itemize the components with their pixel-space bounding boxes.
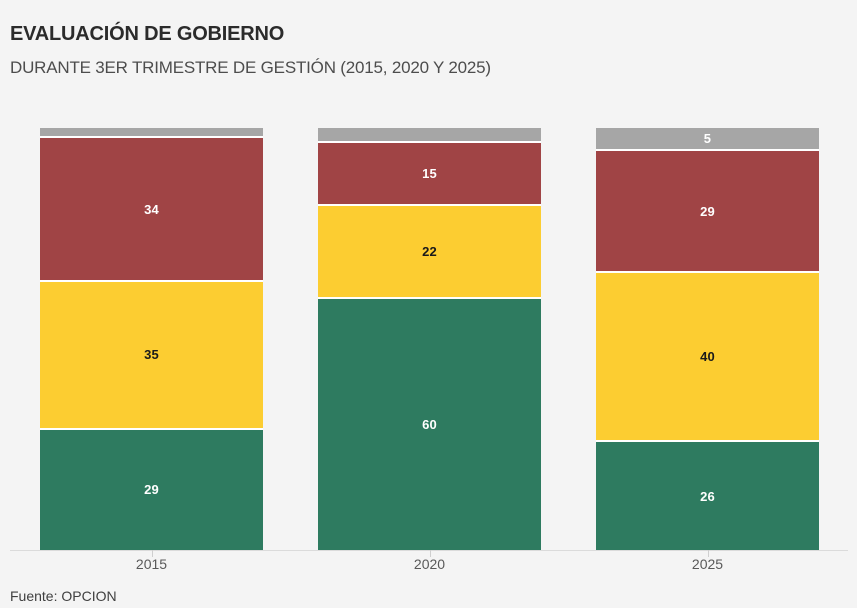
chart-page: EVALUACIÓN DE GOBIERNO DURANTE 3ER TRIME… bbox=[0, 23, 857, 608]
segment-value-label: 22 bbox=[422, 243, 437, 259]
segment-yellow-2025: 40 bbox=[596, 271, 819, 441]
segment-value-label: 29 bbox=[700, 203, 715, 219]
segment-value-label: 5 bbox=[703, 131, 712, 147]
segment-value-label: 60 bbox=[422, 416, 437, 432]
segment-red-2020: 15 bbox=[318, 140, 541, 204]
chart-subtitle: DURANTE 3ER TRIMESTRE DE GESTIÓN (2015, … bbox=[10, 58, 491, 77]
segment-value-label: 40 bbox=[700, 349, 715, 365]
chart-title: EVALUACIÓN DE GOBIERNO bbox=[10, 23, 285, 45]
segment-gray-2020 bbox=[318, 128, 541, 141]
segment-green-2025: 26 bbox=[596, 440, 819, 550]
bar-2015: 34 35 29 bbox=[40, 128, 263, 550]
stacked-bar-chart: 34 35 29 15 22 60 5 29 40 26 bbox=[40, 128, 819, 550]
x-axis-label-2025: 2025 bbox=[691, 556, 724, 572]
segment-green-2020: 60 bbox=[318, 296, 541, 550]
segment-value-label: 26 bbox=[700, 488, 715, 504]
x-axis-tick-2015 bbox=[151, 550, 153, 557]
segment-red-2015: 34 bbox=[40, 136, 263, 280]
segment-value-label: 35 bbox=[144, 347, 159, 363]
x-axis-label-2020: 2020 bbox=[413, 556, 446, 572]
segment-gray-2015 bbox=[40, 128, 263, 137]
segment-green-2015: 29 bbox=[40, 427, 263, 550]
x-axis-labels: 2015 2020 2025 bbox=[40, 556, 819, 572]
segment-value-label: 34 bbox=[144, 201, 159, 217]
segment-value-label: 29 bbox=[144, 482, 159, 498]
segment-yellow-2020: 22 bbox=[318, 203, 541, 297]
x-axis-tick-2020 bbox=[429, 550, 431, 557]
segment-gray-2025: 5 bbox=[596, 128, 819, 150]
x-axis-line bbox=[10, 550, 848, 551]
x-axis-label-2015: 2015 bbox=[135, 556, 168, 572]
source-note: Fuente: OPCION bbox=[10, 588, 117, 604]
segment-red-2025: 29 bbox=[596, 149, 819, 272]
segment-yellow-2015: 35 bbox=[40, 279, 263, 428]
segment-value-label: 15 bbox=[422, 165, 437, 181]
bar-2025: 5 29 40 26 bbox=[596, 128, 819, 550]
bar-2020: 15 22 60 bbox=[318, 128, 541, 550]
x-axis-tick-2025 bbox=[707, 550, 709, 557]
